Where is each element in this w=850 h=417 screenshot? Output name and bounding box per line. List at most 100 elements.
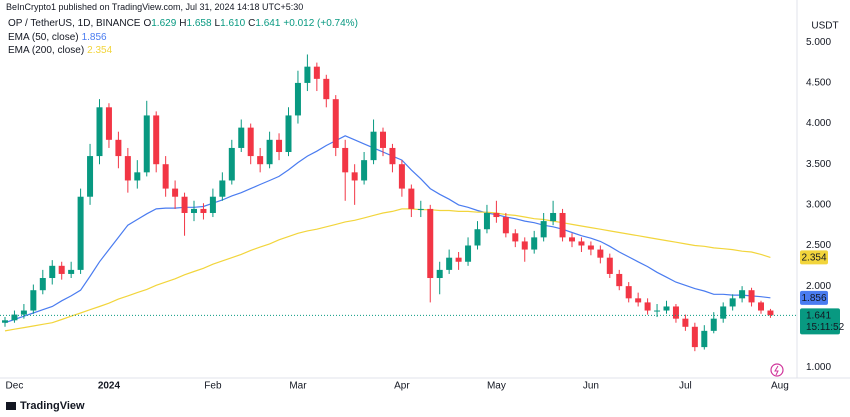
candle-body bbox=[767, 310, 774, 316]
quote-value: 1.641 bbox=[255, 18, 281, 29]
candle-body bbox=[587, 245, 594, 250]
candle-body bbox=[682, 318, 689, 327]
candle-body bbox=[654, 310, 661, 312]
candle-body bbox=[247, 127, 254, 157]
symbol-legend: OP / TetherUS, 1D, BINANCE O1.629 H1.658 L1… bbox=[8, 18, 361, 29]
price-tag-label: 2.354 bbox=[801, 253, 826, 264]
quote-label: L bbox=[214, 18, 221, 29]
candle-body bbox=[77, 196, 84, 270]
price-tag bbox=[800, 250, 828, 265]
ema-line bbox=[4, 135, 771, 324]
candle-body bbox=[748, 290, 755, 303]
candle-body bbox=[313, 66, 320, 79]
countdown-label: 15:11:52 bbox=[806, 322, 845, 333]
quote-label: C bbox=[248, 18, 256, 29]
legend-entry: EMA (50, close) bbox=[8, 32, 79, 43]
x-tick-label: Aug bbox=[771, 381, 789, 392]
candle-body bbox=[257, 156, 264, 165]
candle-body bbox=[408, 188, 415, 209]
candle-body bbox=[96, 107, 103, 157]
y-tick-label: 1.000 bbox=[806, 362, 831, 373]
y-tick-label: 3.500 bbox=[806, 159, 831, 170]
candle-body bbox=[540, 221, 547, 238]
candle-body bbox=[105, 107, 112, 140]
symbol-title: OP / TetherUS, 1D, BINANCE bbox=[8, 18, 141, 29]
candle-body bbox=[758, 302, 764, 311]
legend-value: 1.856 bbox=[81, 32, 107, 43]
candle-body bbox=[181, 196, 188, 213]
candle-body bbox=[389, 147, 396, 165]
publish-header: BeInCrypto1 published on TradingView.com… bbox=[6, 2, 304, 12]
quote-label: H bbox=[179, 18, 187, 29]
y-tick-label: 5.000 bbox=[806, 37, 831, 48]
candle-body bbox=[332, 99, 339, 148]
candle-body bbox=[427, 208, 434, 279]
ema-line bbox=[4, 208, 771, 332]
candle-body bbox=[124, 156, 131, 181]
quote-value: 1.610 bbox=[220, 18, 246, 29]
candle-body bbox=[39, 278, 46, 291]
candle-body bbox=[578, 241, 585, 246]
candle-body bbox=[351, 172, 358, 181]
quote-value: 1.658 bbox=[186, 18, 212, 29]
price-tag-label: 1.856 bbox=[801, 293, 826, 304]
quote-label: O bbox=[143, 18, 152, 29]
candle-body bbox=[559, 212, 566, 238]
x-tick-label: Jul bbox=[679, 381, 692, 392]
candle-body bbox=[569, 237, 575, 242]
candle-body bbox=[691, 326, 698, 348]
candle-body bbox=[474, 229, 481, 246]
candle-body bbox=[219, 180, 226, 197]
candle-body bbox=[87, 156, 94, 197]
candle-body bbox=[739, 290, 746, 299]
candle-body bbox=[446, 257, 453, 270]
candle-body bbox=[597, 249, 604, 258]
x-tick-label: Dec bbox=[6, 381, 24, 392]
price-tag-label: 1.641 bbox=[806, 310, 831, 321]
candle-body bbox=[502, 217, 509, 234]
x-tick-label: Mar bbox=[289, 381, 307, 392]
alert-icon-bolt bbox=[774, 365, 779, 376]
candle-body bbox=[635, 298, 642, 303]
candle-body bbox=[115, 139, 122, 157]
candle-body bbox=[200, 208, 207, 213]
candle-body bbox=[380, 131, 386, 148]
candle-body bbox=[58, 265, 65, 274]
candle-body bbox=[294, 82, 301, 116]
legend-value: 2.354 bbox=[87, 45, 113, 56]
alert-icon[interactable] bbox=[770, 363, 784, 377]
candle-body bbox=[30, 290, 37, 311]
candle-body bbox=[276, 139, 283, 153]
candle-body bbox=[455, 257, 462, 262]
x-tick-label: Feb bbox=[204, 381, 222, 392]
candle-body bbox=[49, 265, 56, 279]
candle-body bbox=[153, 115, 160, 165]
candle-body bbox=[361, 160, 368, 181]
y-tick-label: 2.500 bbox=[806, 240, 831, 251]
x-tick-label: May bbox=[487, 381, 506, 392]
candle-body bbox=[172, 188, 179, 197]
candle-body bbox=[209, 196, 216, 213]
x-tick-label: Jun bbox=[583, 381, 599, 392]
candle-body bbox=[2, 320, 8, 323]
candle-body bbox=[342, 147, 349, 173]
candle-body bbox=[493, 212, 500, 218]
candle-body bbox=[417, 208, 424, 210]
footer-brand: TradingView bbox=[20, 400, 85, 412]
candle-body bbox=[143, 115, 150, 173]
x-tick-label: Apr bbox=[394, 381, 410, 392]
candle-body bbox=[531, 237, 538, 250]
candle-body bbox=[672, 306, 679, 319]
candle-body bbox=[285, 115, 292, 153]
legend-entry: EMA (200, close) bbox=[8, 45, 85, 56]
candle-body bbox=[521, 241, 528, 250]
candle-body bbox=[625, 286, 632, 299]
candle-body bbox=[512, 233, 519, 242]
quote-change: +0.012 (+0.74%) bbox=[283, 18, 358, 29]
price-tag bbox=[800, 290, 828, 305]
quote-value: 1.629 bbox=[151, 18, 177, 29]
candle-body bbox=[323, 78, 330, 100]
candle-body bbox=[606, 257, 613, 274]
candle-body bbox=[370, 131, 377, 161]
